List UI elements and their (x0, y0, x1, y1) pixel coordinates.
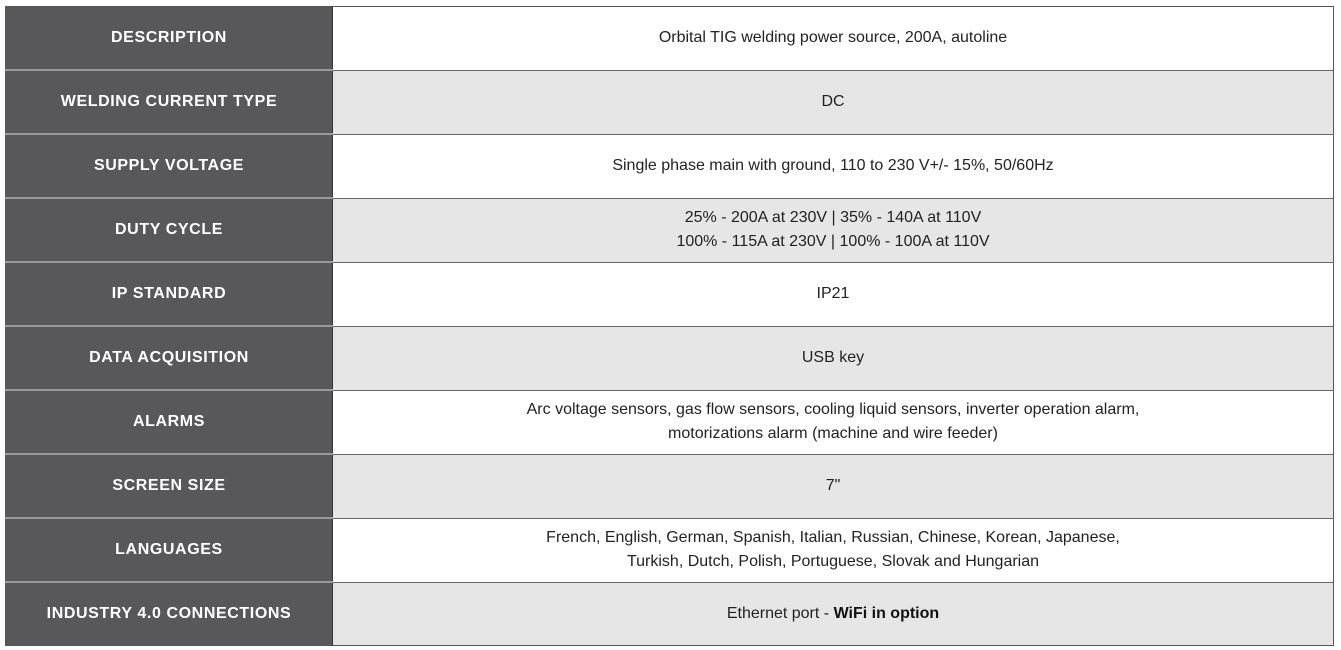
spec-value: motorizations alarm (machine and wire fe… (668, 425, 998, 442)
spec-value: Turkish, Dutch, Polish, Portuguese, Slov… (626, 553, 1040, 570)
spec-value: 7" (825, 477, 841, 494)
spec-value-cell: Orbital TIG welding power source, 200A, … (332, 6, 1334, 70)
spec-value-cell: Arc voltage sensors, gas flow sensors, c… (332, 389, 1334, 454)
spec-value-cell: 25% - 200A at 230V | 35% - 140A at 110V 1… (332, 197, 1334, 262)
spec-value-line: Turkish, Dutch, Polish, Portuguese, Slov… (333, 550, 1333, 574)
spec-value: Ethernet port - (726, 604, 830, 622)
spec-row: DATA ACQUISITION USB key (5, 325, 1334, 390)
spec-label-cell: WELDING CURRENT TYPE (5, 69, 333, 134)
spec-row: INDUSTRY 4.0 CONNECTIONS Ethernet port - … (5, 581, 1334, 646)
spec-row: DESCRIPTION Orbital TIG welding power sou… (5, 6, 1334, 70)
spec-value-line: French, English, German, Spanish, Italia… (333, 526, 1333, 550)
spec-value-line: 100% - 115A at 230V | 100% - 100A at 110… (333, 230, 1333, 254)
spec-value: Single phase main with ground, 110 to 23… (612, 157, 1054, 174)
spec-label: ALARMS (132, 413, 206, 430)
spec-value-line: motorizations alarm (machine and wire fe… (333, 422, 1333, 446)
spec-label-cell: LANGUAGES (5, 517, 333, 582)
spec-label-cell: ALARMS (5, 389, 333, 454)
spec-value-cell: 7" (332, 453, 1334, 518)
spec-value: Orbital TIG welding power source, 200A, … (658, 29, 1008, 47)
spec-label-cell: IP STANDARD (5, 261, 333, 326)
spec-value-cell: IP21 (332, 261, 1334, 326)
spec-value: French, English, German, Spanish, Italia… (546, 529, 1120, 546)
spec-value-cell: Single phase main with ground, 110 to 23… (332, 133, 1334, 198)
spec-value: Arc voltage sensors, gas flow sensors, c… (526, 401, 1140, 418)
spec-label: WELDING CURRENT TYPE (60, 93, 278, 110)
spec-row: WELDING CURRENT TYPE DC (5, 69, 1334, 134)
spec-value-line: 25% - 200A at 230V | 35% - 140A at 110V (333, 206, 1333, 230)
spec-label: IP STANDARD (111, 285, 227, 302)
spec-label-cell: DATA ACQUISITION (5, 325, 333, 390)
spec-value: 25% - 200A at 230V | 35% - 140A at 110V (684, 209, 982, 226)
spec-value-cell: French, English, German, Spanish, Italia… (332, 517, 1334, 582)
spec-label-cell: DESCRIPTION (5, 6, 333, 70)
spec-value-line: Single phase main with ground, 110 to 23… (333, 154, 1333, 178)
spec-label: SUPPLY VOLTAGE (93, 157, 245, 174)
spec-value: 100% - 115A at 230V | 100% - 100A at 110… (676, 233, 990, 250)
spec-label-cell: DUTY CYCLE (5, 197, 333, 262)
spec-value-line: Ethernet port - WiFi in option (333, 602, 1333, 626)
spec-body: DESCRIPTION Orbital TIG welding power sou… (5, 6, 1334, 646)
spec-value-cell: USB key (332, 325, 1334, 390)
spec-value: USB key (801, 349, 865, 366)
spec-value-cell: DC (332, 69, 1334, 134)
spec-label-cell: SUPPLY VOLTAGE (5, 133, 333, 198)
spec-row: SCREEN SIZE 7" (5, 453, 1334, 518)
spec-row: LANGUAGES French, English, German, Spanis… (5, 517, 1334, 582)
spec-row: DUTY CYCLE 25% - 200A at 230V | 35% - 140… (5, 197, 1334, 262)
spec-value-line: Orbital TIG welding power source, 200A, … (333, 26, 1333, 50)
spec-value-cell: Ethernet port - WiFi in option (332, 581, 1334, 646)
spec-row: ALARMS Arc voltage sensors, gas flow sens… (5, 389, 1334, 454)
spec-label: DUTY CYCLE (115, 221, 223, 238)
spec-emphasis: WiFi in option (833, 604, 940, 622)
spec-value-line: DC (333, 90, 1333, 114)
spec-table: DESCRIPTION Orbital TIG welding power sou… (5, 6, 1334, 646)
spec-value-line: Arc voltage sensors, gas flow sensors, c… (333, 398, 1333, 422)
spec-label: INDUSTRY 4.0 CONNECTIONS (46, 605, 292, 622)
spec-label: LANGUAGES (115, 541, 223, 558)
spec-label: DESCRIPTION (111, 29, 227, 46)
spec-value-line: IP21 (333, 282, 1333, 306)
spec-label: DATA ACQUISITION (89, 349, 249, 366)
spec-value: IP21 (816, 285, 850, 302)
spec-value: DC (821, 93, 845, 110)
spec-value-line: 7" (333, 474, 1333, 498)
spec-label: SCREEN SIZE (112, 477, 226, 494)
spec-row: SUPPLY VOLTAGE Single phase main with gro… (5, 133, 1334, 198)
spec-label-cell: SCREEN SIZE (5, 453, 333, 518)
spec-value-line: USB key (333, 346, 1333, 370)
spec-row: IP STANDARD IP21 (5, 261, 1334, 326)
spec-label-cell: INDUSTRY 4.0 CONNECTIONS (5, 581, 333, 646)
